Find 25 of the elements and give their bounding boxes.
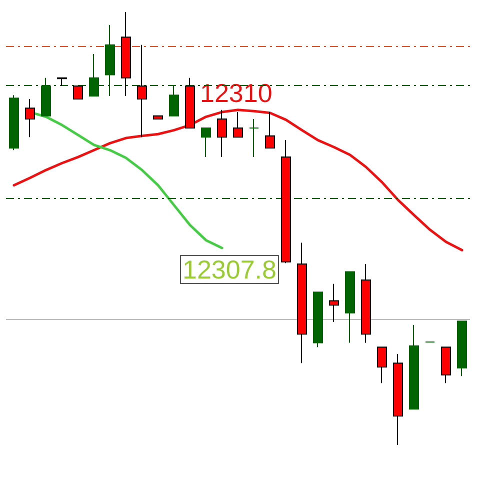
candlestick	[217, 109, 227, 158]
candlestick	[201, 128, 211, 158]
candlestick	[409, 324, 419, 410]
candlestick	[25, 98, 35, 138]
annotation: 12310	[200, 78, 272, 108]
candlestick	[9, 94, 19, 151]
candlestick	[457, 320, 467, 377]
candlestick	[249, 118, 259, 158]
candlestick	[233, 112, 243, 138]
candlestick	[345, 271, 355, 344]
candlestick	[393, 354, 403, 446]
candlestick	[73, 86, 83, 100]
candlestick	[329, 283, 339, 323]
candlestick	[137, 44, 147, 138]
candlestick	[185, 77, 195, 129]
candlestick	[297, 242, 307, 364]
candlestick	[313, 292, 323, 348]
candlestick	[153, 115, 163, 120]
candlestick	[361, 264, 371, 344]
candlestick	[281, 140, 291, 264]
annotation: 12307.8	[182, 254, 276, 284]
candlestick	[441, 346, 451, 384]
candlestick	[121, 12, 131, 96]
candlestick	[377, 346, 387, 384]
candlestick	[265, 112, 275, 148]
